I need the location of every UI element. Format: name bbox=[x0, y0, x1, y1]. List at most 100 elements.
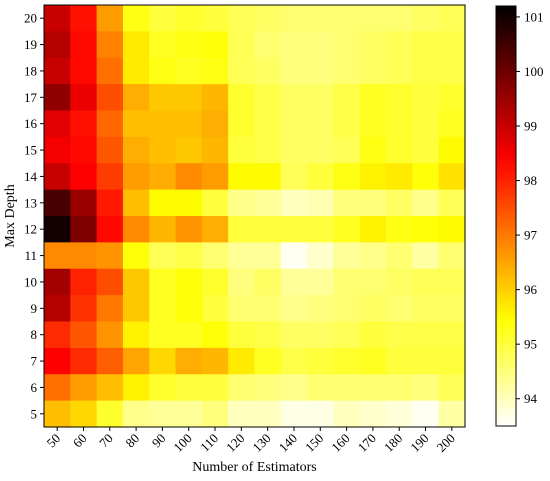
x-axis-label: Number of Estimators bbox=[192, 460, 316, 475]
heatmap-cell bbox=[333, 216, 361, 243]
heatmap-cell bbox=[280, 216, 308, 243]
x-tick-label: 150 bbox=[302, 431, 326, 455]
heatmap-cell bbox=[70, 57, 98, 85]
heatmap-cell bbox=[333, 242, 361, 270]
heatmap-cell bbox=[333, 84, 361, 112]
x-tick-label: 160 bbox=[328, 431, 352, 455]
x-tick-label: 190 bbox=[407, 431, 431, 455]
heatmap-cell bbox=[70, 374, 98, 402]
heatmap-cell bbox=[254, 110, 282, 138]
heatmap-cell bbox=[228, 110, 256, 138]
heatmap-cell bbox=[201, 5, 229, 32]
heatmap-cell bbox=[175, 189, 203, 217]
heatmap-cell bbox=[44, 163, 71, 191]
x-tick-label: 60 bbox=[70, 431, 90, 451]
heatmap-cell bbox=[386, 84, 413, 112]
heatmap-cell bbox=[438, 374, 466, 402]
heatmap-cell bbox=[96, 374, 124, 402]
heatmap-cell bbox=[70, 321, 98, 349]
heatmap-cell bbox=[254, 57, 282, 85]
colorbar-tick-label: 98 bbox=[524, 173, 537, 188]
colorbar bbox=[495, 5, 517, 427]
heatmap-cell bbox=[228, 31, 256, 59]
heatmap-cell bbox=[96, 136, 124, 164]
heatmap-cell bbox=[280, 295, 308, 323]
heatmap-cell bbox=[254, 242, 282, 270]
heatmap-cell bbox=[122, 84, 150, 112]
heatmap-cell bbox=[201, 31, 229, 59]
heatmap-cell bbox=[44, 295, 71, 323]
heatmap-cell bbox=[70, 110, 98, 138]
heatmap-cell bbox=[122, 163, 150, 191]
heatmap-cell bbox=[386, 216, 413, 243]
heatmap-cell bbox=[386, 268, 413, 296]
heatmap-cell bbox=[280, 31, 308, 59]
heatmap-cell bbox=[359, 374, 387, 402]
heatmap-cell bbox=[307, 295, 335, 323]
heatmap-cell bbox=[149, 31, 177, 59]
heatmap-cell bbox=[386, 136, 413, 164]
heatmap-cell bbox=[201, 400, 229, 428]
heatmap-cell bbox=[228, 321, 256, 349]
heatmap-cell bbox=[149, 5, 177, 32]
x-tick-label: 100 bbox=[170, 431, 194, 455]
heatmap-cell bbox=[44, 84, 71, 112]
heatmap-cell bbox=[201, 136, 229, 164]
colorbar-ticks: 94 95 96 97 98 99 100 101 bbox=[516, 9, 544, 406]
y-axis-ticks: 20 19 18 17 16 15 14 13 12 11 10 9 8 7 6 5 bbox=[24, 11, 44, 421]
x-tick-label: 70 bbox=[96, 431, 116, 451]
heatmap-cell bbox=[70, 31, 98, 59]
y-tick-label: 6 bbox=[31, 380, 38, 395]
heatmap-cell bbox=[359, 84, 387, 112]
heatmap-cell bbox=[333, 5, 361, 32]
heatmap-cell bbox=[307, 57, 335, 85]
heatmap-cell bbox=[412, 31, 440, 59]
heatmap-cell bbox=[70, 295, 98, 323]
heatmap-cell bbox=[307, 5, 335, 32]
heatmap-cell bbox=[438, 110, 466, 138]
heatmap-cell bbox=[254, 163, 282, 191]
y-tick-label: 20 bbox=[24, 11, 37, 26]
heatmap-cell bbox=[386, 110, 413, 138]
heatmap-cell bbox=[438, 295, 466, 323]
heatmap-cell bbox=[438, 136, 466, 164]
heatmap-cell bbox=[412, 5, 440, 32]
heatmap-cell bbox=[149, 189, 177, 217]
heatmap-cell bbox=[149, 295, 177, 323]
heatmap-cell bbox=[70, 268, 98, 296]
y-tick-label: 5 bbox=[31, 406, 38, 421]
heatmap-cell bbox=[96, 5, 124, 32]
y-tick-label: 8 bbox=[31, 327, 38, 342]
heatmap-cell bbox=[280, 5, 308, 32]
heatmap-cell bbox=[438, 347, 466, 375]
heatmap-cell bbox=[333, 110, 361, 138]
heatmap-cell bbox=[201, 163, 229, 191]
heatmap-cell bbox=[122, 110, 150, 138]
heatmap-cell bbox=[44, 242, 71, 270]
heatmap-cell bbox=[44, 110, 71, 138]
heatmap-cell bbox=[254, 268, 282, 296]
x-tick-label: 50 bbox=[43, 431, 63, 451]
heatmap-cell bbox=[359, 400, 387, 428]
heatmap-cell bbox=[175, 295, 203, 323]
x-tick-label: 120 bbox=[223, 431, 247, 455]
heatmap-cell bbox=[307, 400, 335, 428]
heatmap-cell bbox=[359, 57, 387, 85]
heatmap-cell bbox=[228, 189, 256, 217]
heatmap-cell bbox=[228, 216, 256, 243]
heatmap-cell bbox=[44, 400, 71, 428]
heatmap-cell bbox=[412, 268, 440, 296]
heatmap-cell bbox=[175, 31, 203, 59]
heatmap-cell bbox=[149, 163, 177, 191]
heatmap-cell bbox=[280, 268, 308, 296]
y-tick-label: 16 bbox=[24, 116, 38, 131]
heatmap-cell bbox=[412, 189, 440, 217]
heatmap-cell bbox=[359, 321, 387, 349]
heatmap-cell bbox=[412, 216, 440, 243]
heatmap-cell bbox=[44, 268, 71, 296]
heatmap-cell bbox=[44, 216, 71, 243]
heatmap-cell bbox=[122, 321, 150, 349]
heatmap-cell bbox=[175, 136, 203, 164]
heatmap-cell bbox=[307, 31, 335, 59]
heatmap-cell bbox=[175, 242, 203, 270]
